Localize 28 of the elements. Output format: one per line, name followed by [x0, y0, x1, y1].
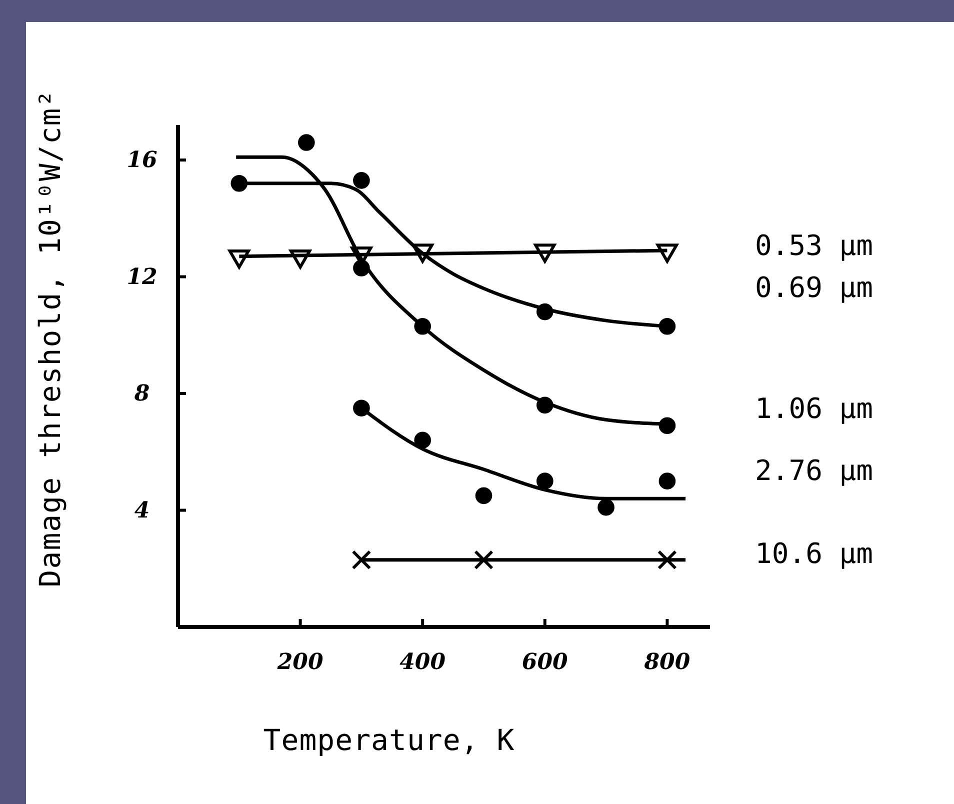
point	[353, 172, 370, 189]
y-tick-label: 12	[126, 264, 158, 290]
y-tick-label: 8	[134, 380, 150, 407]
point	[298, 134, 315, 151]
point	[353, 400, 370, 416]
point	[414, 432, 432, 449]
text: 2.76 μm	[755, 454, 874, 487]
x-tick-label: 800	[644, 649, 691, 675]
x-tick-label: 600	[522, 649, 569, 675]
text: 10.6 μm	[755, 536, 874, 570]
text: 0.53 μm	[755, 228, 874, 262]
point	[352, 550, 372, 570]
y-tick-label: 16	[126, 147, 158, 174]
point	[657, 550, 677, 570]
point	[536, 472, 554, 490]
point	[658, 417, 676, 434]
point	[474, 550, 494, 570]
text: 1.06 μm	[755, 392, 874, 425]
point	[658, 472, 676, 490]
point	[658, 318, 676, 335]
point	[475, 487, 492, 504]
y-tick-label: 4	[134, 497, 150, 524]
y-axis-title: Damage threshold, 10¹⁰W/cm²	[33, 88, 67, 588]
point	[598, 498, 614, 516]
x-axis-title: Temperature, K	[263, 723, 515, 757]
x-tick-label: 200	[276, 649, 324, 675]
x-tick-label: 400	[400, 649, 446, 675]
text: 0.69 μm	[755, 270, 874, 304]
